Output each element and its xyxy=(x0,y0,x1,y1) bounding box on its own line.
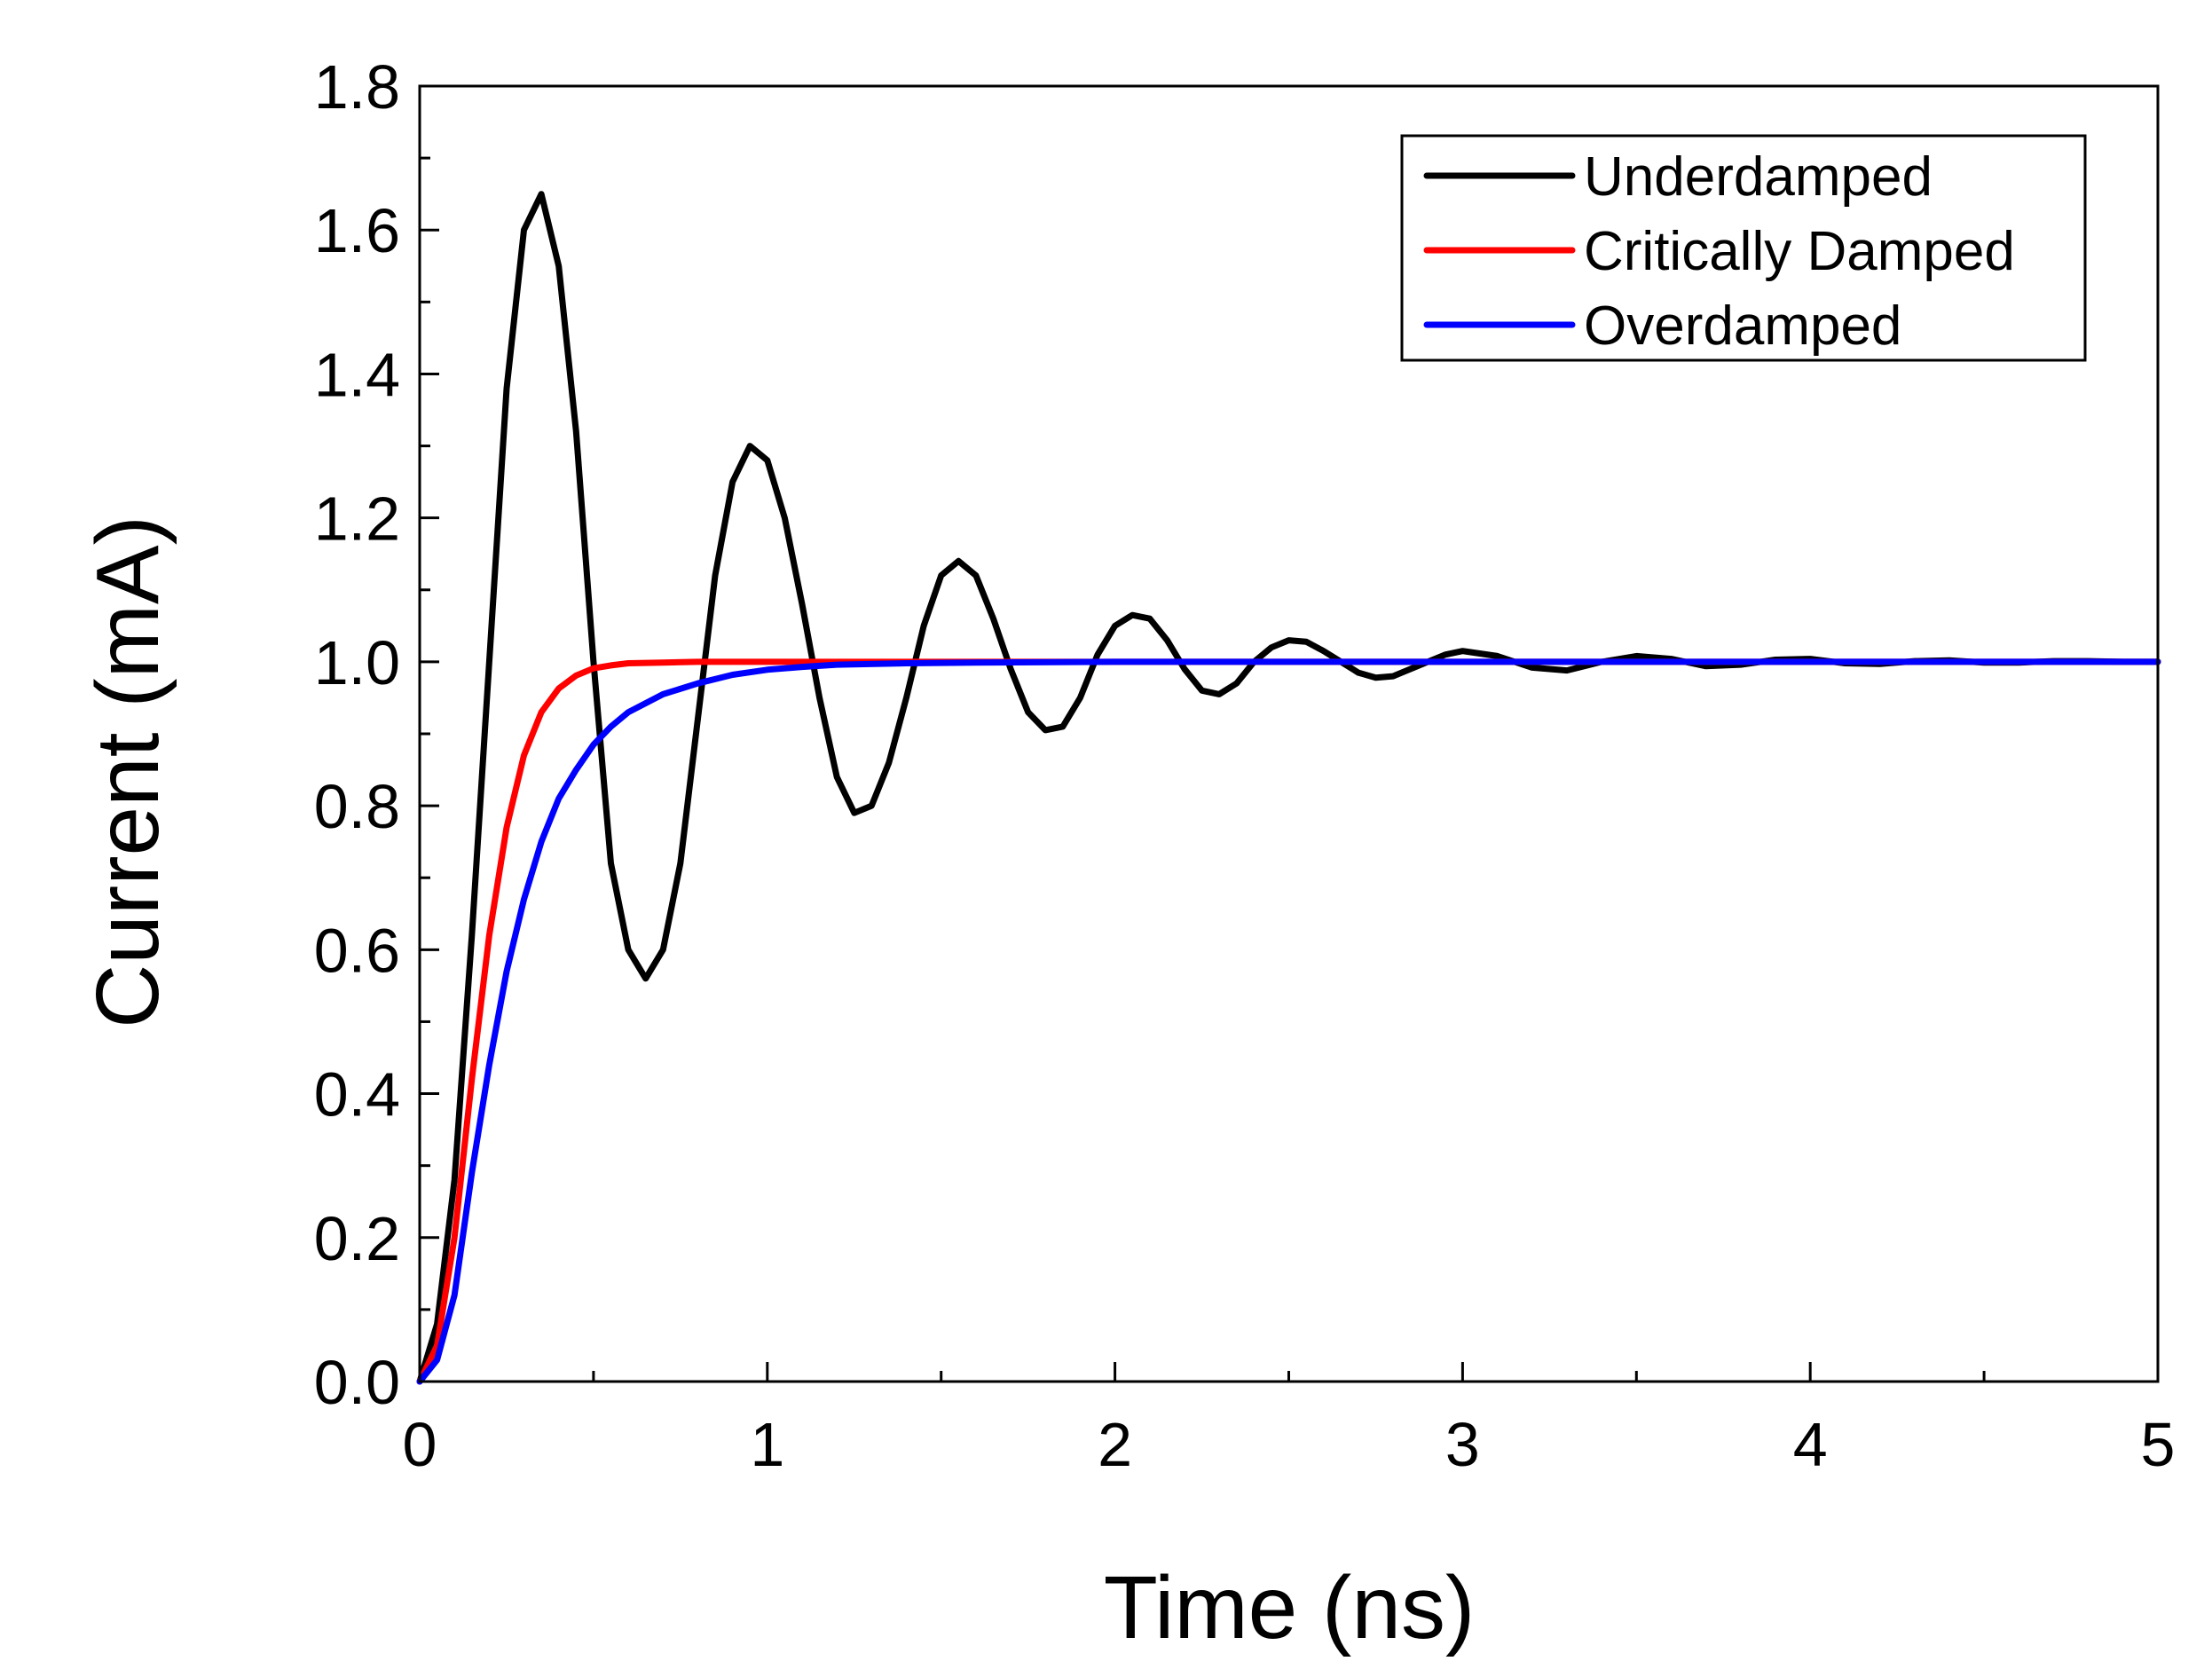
y-tick-label: 0.6 xyxy=(314,916,400,985)
y-tick-label: 0.0 xyxy=(314,1348,400,1417)
y-tick-label: 1.8 xyxy=(314,52,400,122)
axes-layer: 0.0 0.2 0.4 0.6 0.8 1.0 1.2 1.4 1.6 1.8 0 1 2 3 4 5 xyxy=(314,52,2176,1479)
y-tick-label: 0.2 xyxy=(314,1204,400,1273)
x-tick-label: 2 xyxy=(1098,1410,1132,1479)
x-tick-label: 1 xyxy=(750,1410,784,1479)
series-layer xyxy=(416,191,2161,1385)
y-tick-label: 1.6 xyxy=(314,196,400,265)
series-line-critically-damped xyxy=(416,658,2161,1385)
legend: Underdamped Critically Damped Overdamped xyxy=(1400,134,2087,362)
y-tick-label: 1.0 xyxy=(314,628,400,697)
y-tick-label: 0.4 xyxy=(314,1060,400,1130)
y-axis-title: Current (mA) xyxy=(78,516,177,1028)
x-tick-label: 3 xyxy=(1445,1410,1480,1479)
x-tick-label: 5 xyxy=(2141,1410,2176,1479)
y-tick-label: 0.8 xyxy=(314,772,400,841)
y-tick-label: 1.4 xyxy=(314,340,400,409)
series-line-underdamped xyxy=(416,191,2161,1385)
legend-label-overdamped: Overdamped xyxy=(1584,295,1901,357)
y-tick-label: 1.2 xyxy=(314,484,400,554)
legend-label-critically-damped: Critically Damped xyxy=(1584,221,2015,282)
legend-label-underdamped: Underdamped xyxy=(1584,146,1933,208)
x-tick-label: 4 xyxy=(1793,1410,1828,1479)
series-line-overdamped xyxy=(416,658,2161,1385)
x-tick-label: 0 xyxy=(403,1410,437,1479)
x-axis-title: Time (ns) xyxy=(1104,1558,1476,1657)
